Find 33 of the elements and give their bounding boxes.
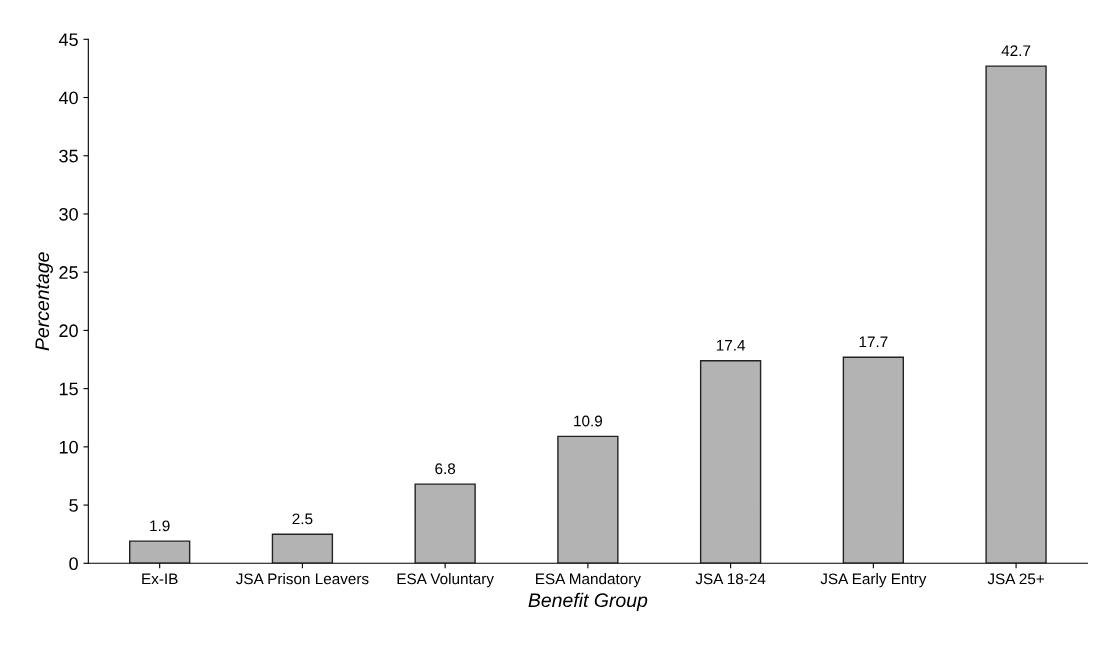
data-label: 10.9: [574, 415, 603, 427]
x-tick-label: ESA Voluntary: [397, 573, 494, 588]
bar: [985, 65, 1047, 564]
bar: [699, 359, 762, 564]
y-tick-label: 30: [59, 207, 78, 221]
y-tick-label: 35: [59, 149, 78, 163]
bar: [271, 533, 334, 564]
bar: [414, 483, 476, 564]
y-tick-label: 0: [69, 557, 78, 571]
y-tick-label: 40: [58, 91, 78, 105]
y-tick-label: 25: [59, 266, 78, 279]
y-tick-label: 45: [58, 33, 78, 47]
bar: [557, 435, 619, 564]
x-tick-label: JSA Early Entry: [820, 573, 927, 588]
data-label: 17.4: [716, 340, 746, 351]
x-tick-label: JSA 25+: [987, 573, 1044, 585]
y-tick-label: 10: [59, 440, 78, 454]
data-label: 17.7: [859, 336, 888, 348]
y-tick-label: 20: [59, 324, 78, 338]
x-axis-title: Benefit Group: [528, 592, 648, 611]
bar: [842, 356, 905, 564]
y-axis-title: Percentage: [35, 252, 53, 351]
data-label: 6.8: [435, 463, 456, 475]
x-tick-label: JSA 18-24: [695, 573, 766, 585]
x-tick-label: Ex-IB: [142, 573, 178, 585]
data-label: 2.5: [292, 513, 313, 525]
x-tick-label: ESA Mandatory: [536, 573, 641, 588]
y-tick-label: 15: [59, 382, 78, 396]
bar: [129, 540, 191, 564]
x-tick-label: JSA Prison Leavers: [236, 573, 369, 585]
data-label: 42.7: [1001, 45, 1031, 56]
y-tick-label: 5: [69, 499, 78, 512]
data-label: 1.9: [150, 520, 170, 532]
